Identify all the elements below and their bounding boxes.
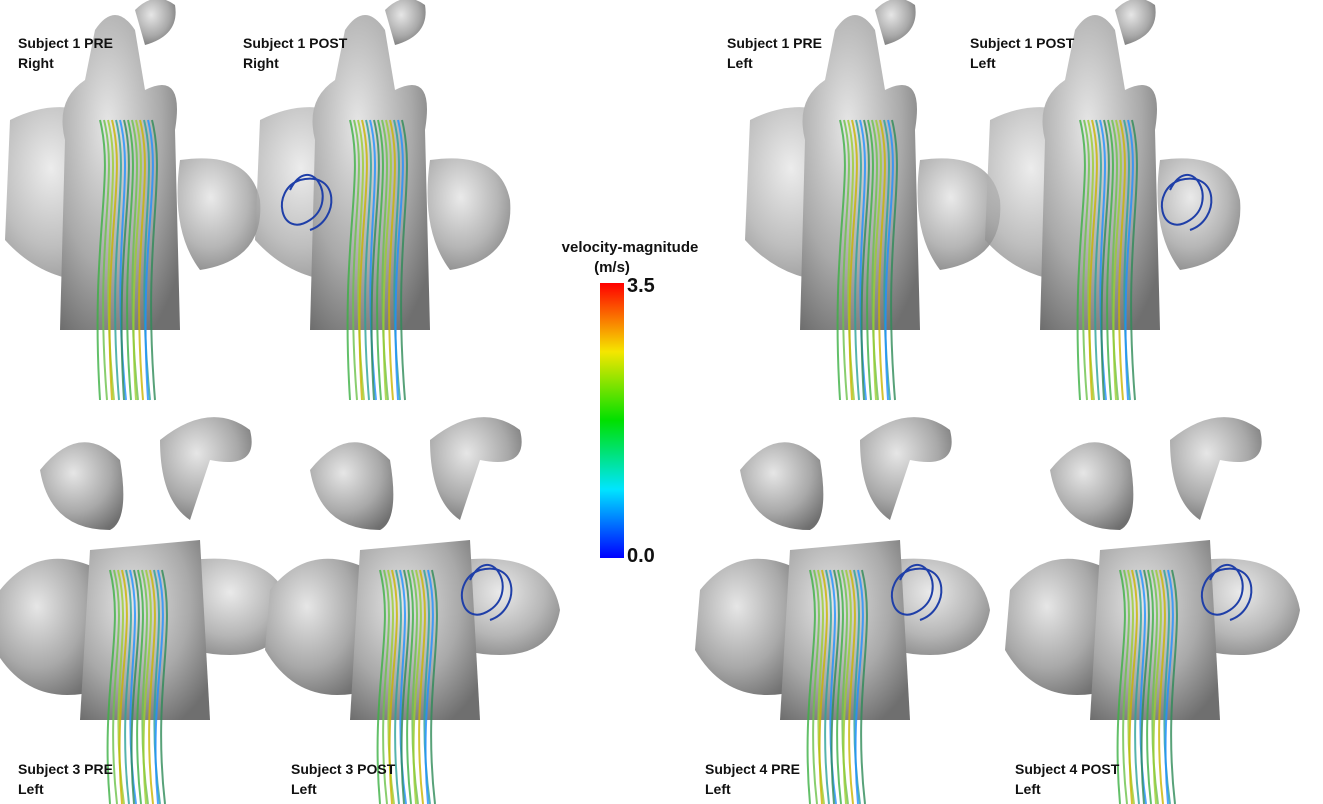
panel-label: Left	[705, 781, 731, 797]
panel-label: Subject 3 POST	[291, 761, 396, 777]
panel-label: Left	[727, 55, 753, 71]
rendering	[0, 417, 290, 804]
frontal	[1050, 442, 1133, 530]
rendering	[265, 417, 560, 804]
panel-label: Subject 1 POST	[243, 35, 348, 51]
panel-label: Subject 3 PRE	[18, 761, 113, 777]
frontal	[1115, 0, 1156, 45]
anatomy-renderings	[0, 0, 1300, 804]
frontal	[135, 0, 176, 45]
panel-label: Subject 4 PRE	[705, 761, 800, 777]
colorbar-min: 0.0	[627, 545, 655, 567]
panel-label: Subject 1 PRE	[727, 35, 822, 51]
frontal	[875, 0, 916, 45]
frontal	[860, 417, 952, 520]
panel-label: Subject 4 POST	[1015, 761, 1120, 777]
sinus	[428, 158, 511, 270]
rendering	[1005, 417, 1300, 804]
colorbar-unit: (m/s)	[594, 259, 630, 276]
frontal	[310, 442, 393, 530]
frontal	[430, 417, 522, 520]
frontal	[40, 442, 123, 530]
panel-label: Right	[243, 55, 279, 71]
panel-label: Left	[291, 781, 317, 797]
frontal	[385, 0, 426, 45]
sinus	[178, 158, 261, 270]
rendering	[695, 417, 990, 804]
figure: velocity-magnitude (m/s) 3.5 0.0 Subject…	[0, 0, 1323, 804]
colorbar	[600, 283, 624, 558]
sinus	[1158, 158, 1241, 270]
panel-label: Left	[18, 781, 44, 797]
panel-label: Subject 1 PRE	[18, 35, 113, 51]
panel-label: Subject 1 POST	[970, 35, 1075, 51]
frontal	[740, 442, 823, 530]
rendering	[255, 0, 510, 400]
frontal	[1170, 417, 1262, 520]
colorbar-max: 3.5	[627, 275, 655, 297]
panel-label: Left	[1015, 781, 1041, 797]
rendering	[985, 0, 1240, 400]
colorbar-title: velocity-magnitude	[562, 239, 699, 256]
rendering	[745, 0, 1000, 400]
panel-label: Left	[970, 55, 996, 71]
panel-label: Right	[18, 55, 54, 71]
page: velocity-magnitude (m/s) 3.5 0.0 Subject…	[0, 0, 1323, 804]
frontal	[160, 417, 252, 520]
